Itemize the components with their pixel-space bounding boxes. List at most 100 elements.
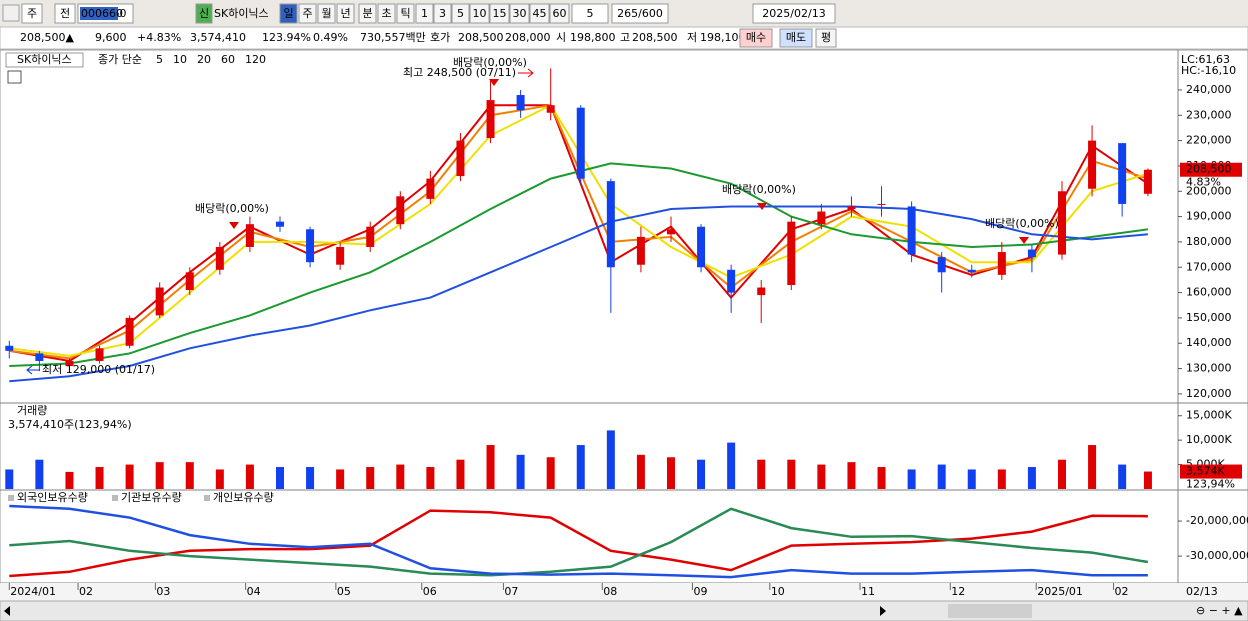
order-button[interactable] xyxy=(815,28,837,48)
period-button-box[interactable] xyxy=(396,3,415,24)
order-button-label[interactable]: 매수 xyxy=(746,31,766,44)
current-price-box xyxy=(1180,162,1242,177)
period-select-box[interactable] xyxy=(21,3,43,24)
interval-button[interactable]: 3 xyxy=(439,7,446,20)
period-button-box[interactable] xyxy=(317,3,336,24)
info-item: 시 xyxy=(556,31,566,44)
candle-body xyxy=(697,226,706,268)
interval-button[interactable]: 30 xyxy=(513,7,527,20)
new-badge-box[interactable] xyxy=(195,3,213,24)
panel-subtitle: 3,574,410주(123,94%) xyxy=(8,418,132,431)
interval-button[interactable]: 10 xyxy=(473,7,487,20)
view-select[interactable]: 전 xyxy=(60,7,70,20)
holding-line xyxy=(9,509,1148,578)
candle-body xyxy=(516,95,525,111)
candle-body xyxy=(1088,140,1097,189)
view-select-box[interactable] xyxy=(54,3,76,24)
volume-bar xyxy=(95,467,104,489)
y-tick-label: 150,000 xyxy=(1186,311,1232,324)
interval-button-box[interactable] xyxy=(549,3,570,24)
count-input-box[interactable] xyxy=(611,3,669,24)
period-button-box[interactable] xyxy=(298,3,317,24)
interval-button-box[interactable] xyxy=(509,3,530,24)
interval-button[interactable]: 15 xyxy=(493,7,507,20)
info-item: 198,800 xyxy=(570,31,616,44)
interval-button[interactable]: 45 xyxy=(533,7,547,20)
event-arrow xyxy=(757,203,767,210)
high-arrow xyxy=(518,68,534,78)
period-button[interactable]: 초 xyxy=(381,7,391,20)
interval-button-box[interactable] xyxy=(489,3,510,24)
candle-body xyxy=(456,140,465,177)
info-item: +4.83% xyxy=(137,31,181,44)
candle-body xyxy=(486,100,495,139)
period-button[interactable]: 월 xyxy=(321,7,331,20)
interval-button-box[interactable] xyxy=(529,3,550,24)
candle-body xyxy=(817,211,826,225)
scroll-left[interactable] xyxy=(4,606,10,616)
moving-average xyxy=(9,104,1149,363)
x-tick-label: 2025/01 xyxy=(1037,585,1083,598)
period-button[interactable]: 주 xyxy=(302,7,312,20)
interval-button[interactable]: 1 xyxy=(421,7,428,20)
legend-entry: 60 xyxy=(221,53,235,66)
panel-title: 거래량 xyxy=(17,404,47,417)
info-item: 208,500 xyxy=(632,31,678,44)
period-button[interactable]: 분 xyxy=(362,7,372,20)
interval-button-box[interactable] xyxy=(469,3,490,24)
candle-body xyxy=(185,272,194,291)
period-select[interactable]: 주 xyxy=(27,7,37,20)
period-button-box[interactable] xyxy=(336,3,355,24)
x-tick-label: 10 xyxy=(771,585,785,598)
period-button-box[interactable] xyxy=(358,3,377,24)
candle-body xyxy=(65,360,74,367)
period-button-box[interactable] xyxy=(377,3,396,24)
interval-select[interactable]: 5 xyxy=(587,7,594,20)
candle-body xyxy=(757,287,766,296)
interval-select-box[interactable] xyxy=(571,3,609,24)
candle-body xyxy=(366,226,375,247)
count-input[interactable]: 265/600 xyxy=(617,7,663,20)
volume-bar xyxy=(1027,467,1036,489)
y-tick-label: 190,000 xyxy=(1186,210,1232,223)
candle-body xyxy=(606,181,615,268)
interval-button-box[interactable] xyxy=(433,3,452,24)
candle-body xyxy=(125,317,134,346)
x-tick-label: 12 xyxy=(951,585,965,598)
interval-button[interactable]: 5 xyxy=(457,7,464,20)
period-button[interactable]: 일 xyxy=(283,6,293,20)
period-button[interactable]: 틱 xyxy=(400,7,410,20)
table-icon[interactable] xyxy=(7,70,22,84)
info-item: 208,000 xyxy=(505,31,551,44)
scrollbar[interactable] xyxy=(0,600,1248,621)
candle-body xyxy=(5,345,14,351)
period-button[interactable]: 년 xyxy=(340,7,350,20)
info-item: 호가 xyxy=(430,31,450,44)
interval-button-box[interactable] xyxy=(415,3,434,24)
date-input-box[interactable] xyxy=(752,3,836,24)
interval-button[interactable]: 60 xyxy=(553,7,567,20)
y-tick-label: 230,000 xyxy=(1186,108,1232,121)
current-price: 208,500 xyxy=(1186,163,1232,176)
volume-bar xyxy=(1088,445,1097,489)
volume-bar xyxy=(35,459,44,489)
lc-label: LC:61,63 xyxy=(1181,53,1230,66)
order-button[interactable] xyxy=(779,28,813,48)
zoom-controls[interactable]: ⊖ − + ▲ xyxy=(1196,604,1243,617)
y-tick-label: 240,000 xyxy=(1186,83,1232,96)
scroll-right[interactable] xyxy=(880,606,886,616)
candle-body xyxy=(336,246,345,265)
order-button-label[interactable]: 평 xyxy=(821,31,831,44)
volume-bar xyxy=(366,467,375,489)
volume-bar xyxy=(306,467,315,489)
order-button-label[interactable]: 매도 xyxy=(786,31,806,44)
new-badge[interactable]: 신 xyxy=(199,7,209,20)
interval-button-box[interactable] xyxy=(451,3,470,24)
menu-icon[interactable] xyxy=(2,4,20,22)
period-button-box[interactable] xyxy=(279,3,298,24)
order-button[interactable] xyxy=(739,28,773,48)
scroll-thumb[interactable] xyxy=(948,604,1032,618)
stock-name: SK하이닉스 xyxy=(214,6,269,20)
date-input[interactable]: 2025/02/13 xyxy=(762,7,825,20)
